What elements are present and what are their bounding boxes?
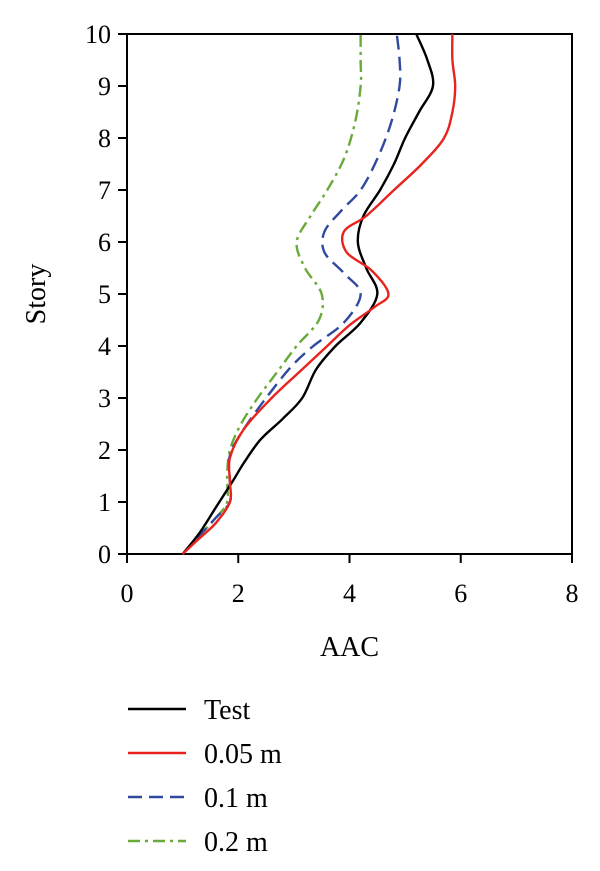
plot-frame [126, 33, 573, 555]
x-tick-label: 4 [343, 579, 356, 608]
legend-label: 0.1 m [204, 783, 268, 814]
series-line-0-2-m [181, 34, 363, 555]
y-axis-title: Story [21, 264, 52, 325]
legend-label: Test [204, 695, 250, 726]
x-axis-title: AAC [320, 632, 379, 663]
y-tick-label: 0 [98, 540, 111, 569]
legend-label: 0.2 m [204, 827, 268, 858]
y-tick-label: 10 [85, 20, 111, 49]
x-tick-label: 0 [121, 579, 134, 608]
legend: Test 0.05 m 0.1 m 0.2 m [128, 695, 282, 858]
series-line-0-05-m [181, 33, 457, 555]
x-axis: 0 2 4 6 8 [121, 554, 579, 608]
y-tick-label: 5 [98, 280, 111, 309]
x-tick-label: 6 [454, 579, 467, 608]
y-tick-label: 4 [98, 332, 111, 361]
series-group [181, 33, 457, 555]
y-axis: 0 1 2 3 4 5 6 7 8 9 10 [85, 20, 127, 569]
y-tick-label: 6 [98, 228, 111, 257]
y-tick-label: 3 [98, 384, 111, 413]
series-line-test [181, 33, 435, 555]
x-tick-label: 8 [566, 579, 579, 608]
y-tick-label: 2 [98, 436, 111, 465]
x-tick-label: 2 [232, 579, 245, 608]
legend-label: 0.05 m [204, 739, 282, 770]
y-tick-label: 7 [98, 176, 111, 205]
y-tick-label: 9 [98, 72, 111, 101]
y-tick-label: 1 [98, 488, 111, 517]
series-line-0-1-m [181, 33, 402, 555]
y-tick-label: 8 [98, 124, 111, 153]
plot-area [126, 33, 573, 555]
